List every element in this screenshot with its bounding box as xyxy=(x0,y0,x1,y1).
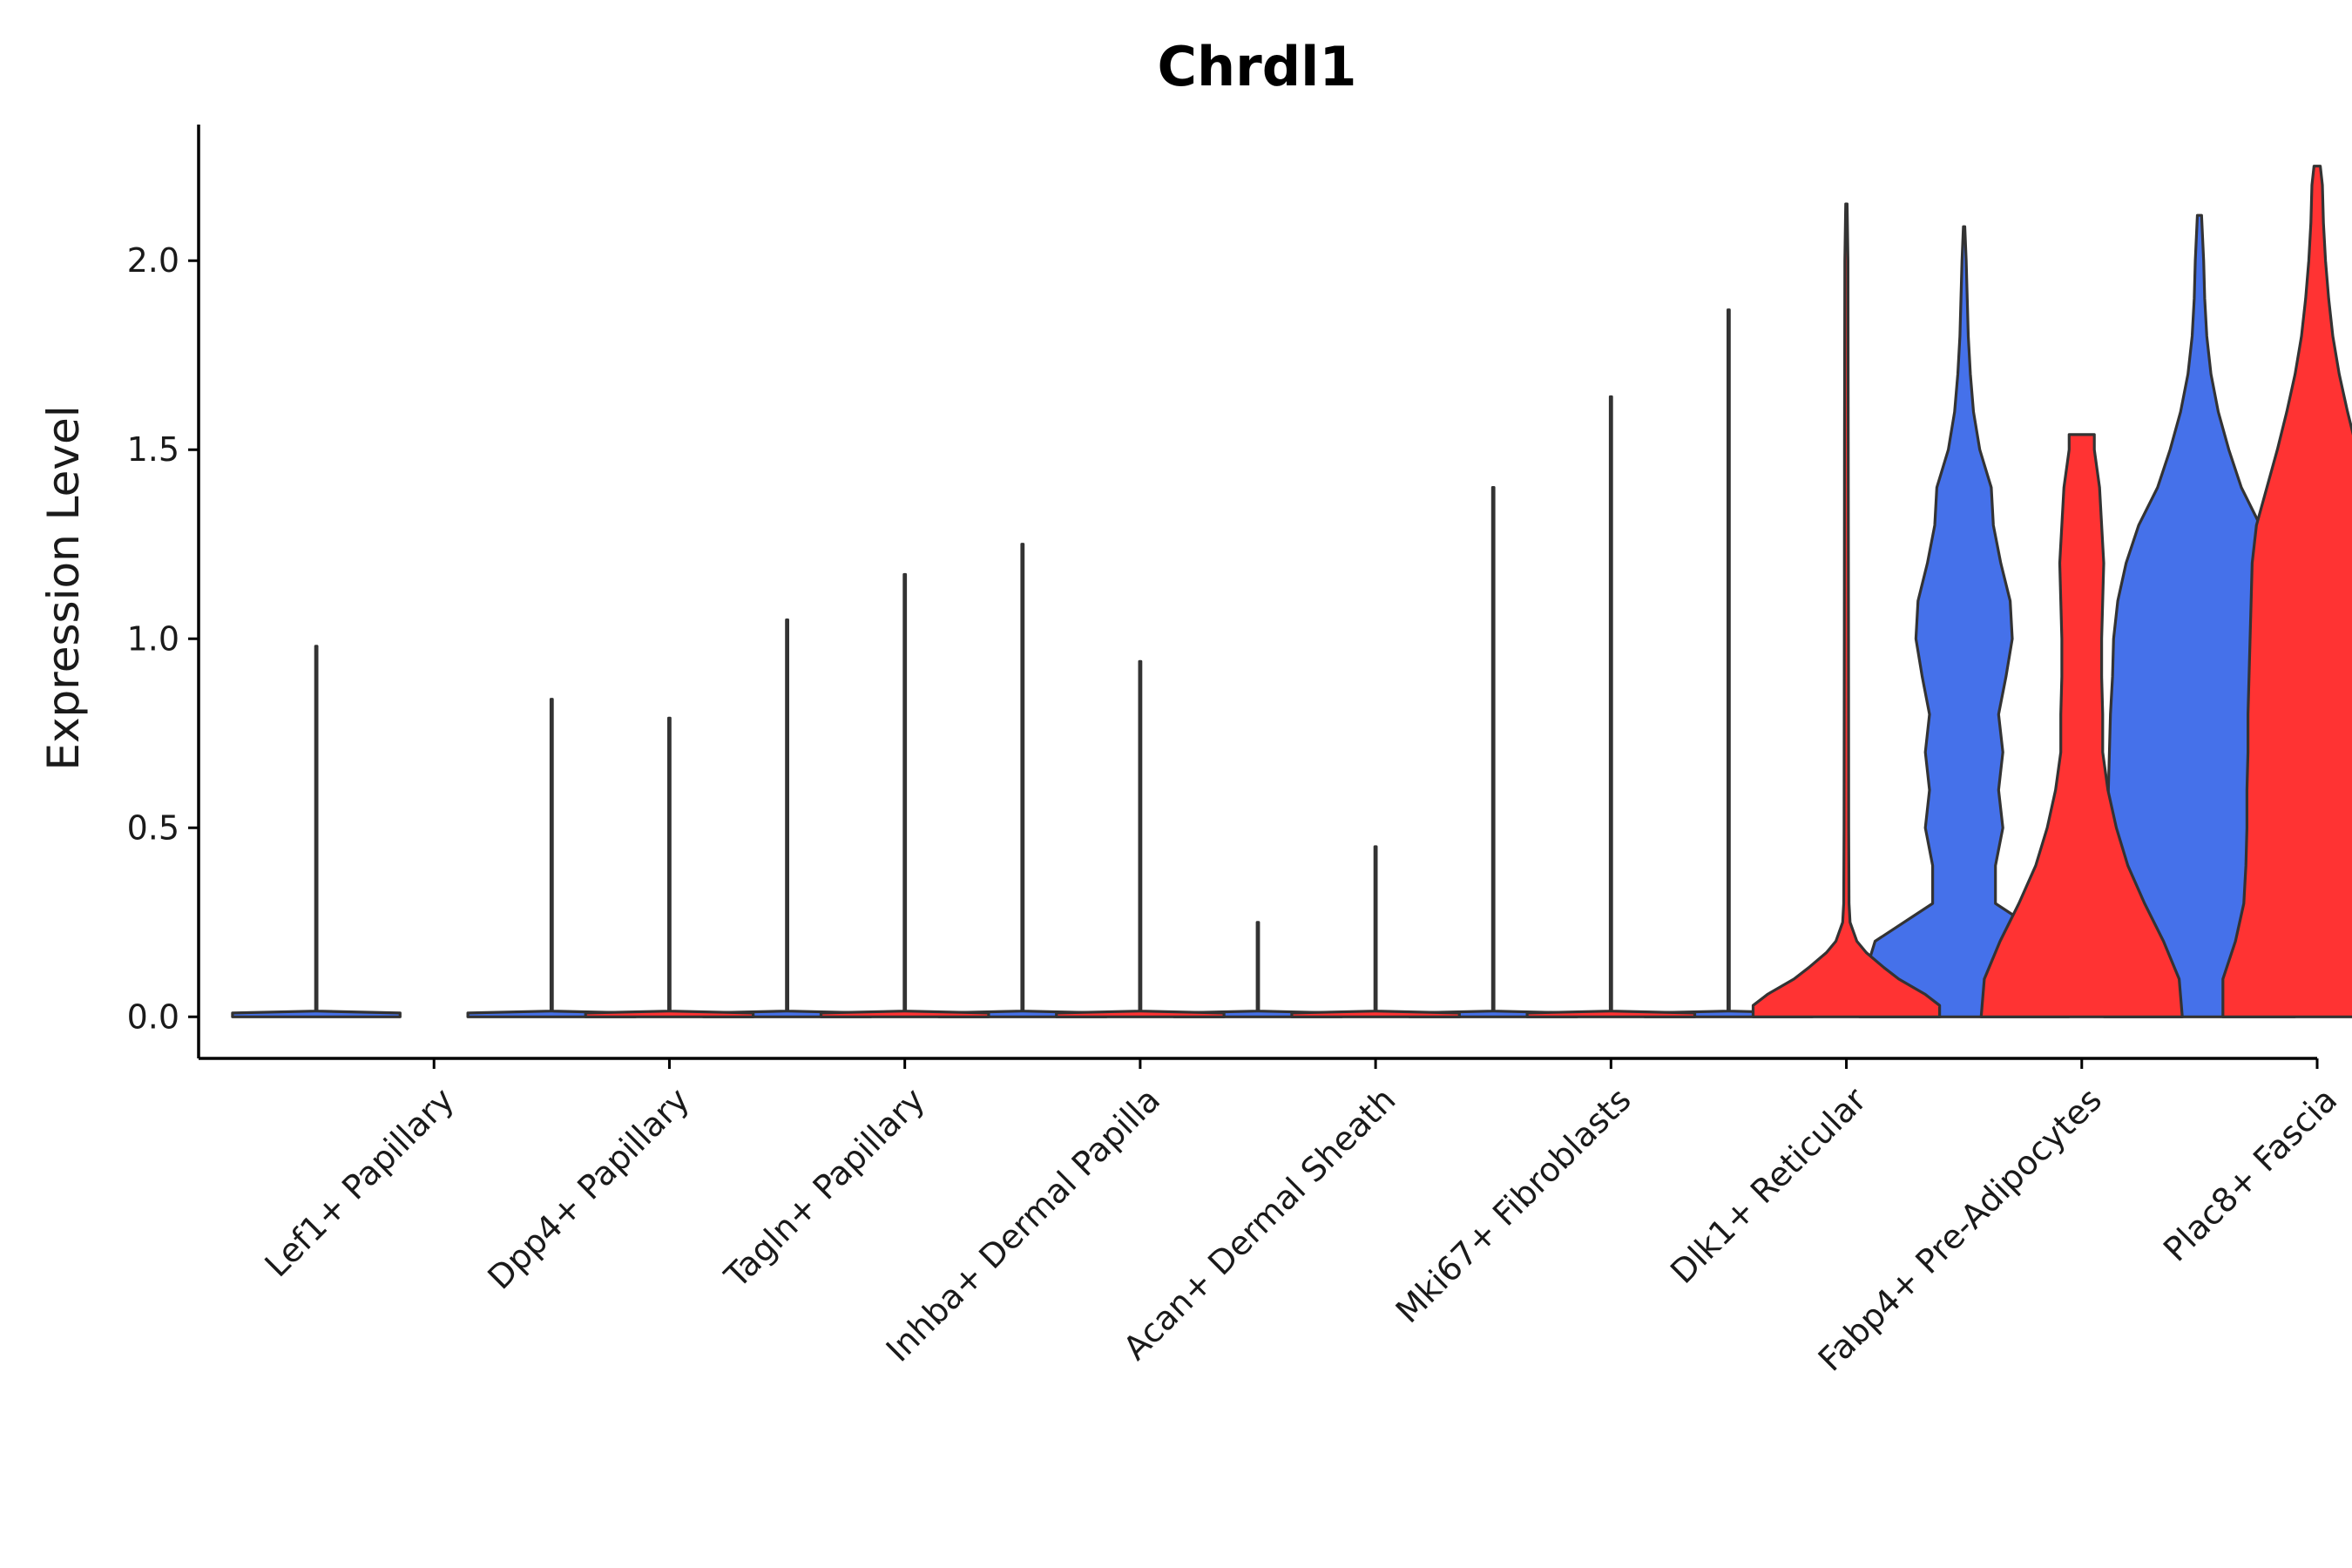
x-tick-label: Inhba+ Dermal Papilla xyxy=(879,1080,1168,1369)
violin-blue-1 xyxy=(466,698,638,1018)
x-tick-label: Plac8+ Fascia xyxy=(2156,1080,2344,1268)
violin-blue-4 xyxy=(1173,921,1343,1018)
y-tick-label: 1.0 xyxy=(127,619,179,658)
violin-blue-3 xyxy=(937,543,1108,1018)
violin-blue-5 xyxy=(1408,486,1578,1018)
y-tick-label: 2.0 xyxy=(127,241,179,280)
violin-red-2 xyxy=(1055,659,1226,1018)
violin-red-3 xyxy=(1290,845,1461,1018)
violin-red-7 xyxy=(2221,165,2352,1018)
violin-red-5 xyxy=(1751,202,1942,1018)
y-tick-label: 0.5 xyxy=(127,808,179,847)
violin-blue-7 xyxy=(1857,225,2071,1018)
violin-red-4 xyxy=(1525,395,1697,1018)
violin-blue-0 xyxy=(231,645,402,1018)
y-tick-label: 0.0 xyxy=(127,997,179,1036)
violin-blue-2 xyxy=(701,618,873,1018)
y-tick-label: 1.5 xyxy=(127,430,179,469)
x-tick-label: Acan+ Dermal Sheath xyxy=(1116,1080,1402,1367)
x-tick-label: Dpp4+ Papillary xyxy=(480,1080,696,1296)
violin-blue-6 xyxy=(1643,308,1815,1018)
x-tick-label: Lef1+ Papillary xyxy=(258,1080,462,1284)
x-tick-label: Dlk1+ Reticular xyxy=(1663,1080,1874,1291)
violin-red-6 xyxy=(1979,433,2184,1018)
violins-layer xyxy=(231,165,2352,1018)
axes-layer xyxy=(197,125,2317,1060)
x-tick-label: Mki67+ Fibroblasts xyxy=(1389,1080,1639,1330)
x-ticks-layer: Lef1+ Papillary Dpp4+ Papillary Tagln+ Pap… xyxy=(258,1058,2344,1379)
y-axis-title: Expression Level xyxy=(38,405,89,770)
chart-title: Chrdl1 xyxy=(1158,35,1357,98)
violin-red-0 xyxy=(584,716,755,1018)
x-tick-label: Tagln+ Papillary xyxy=(717,1080,932,1295)
y-ticks-layer: 0.0 0.5 1.0 1.5 2.0 xyxy=(127,241,199,1036)
violin-red-1 xyxy=(819,572,990,1018)
